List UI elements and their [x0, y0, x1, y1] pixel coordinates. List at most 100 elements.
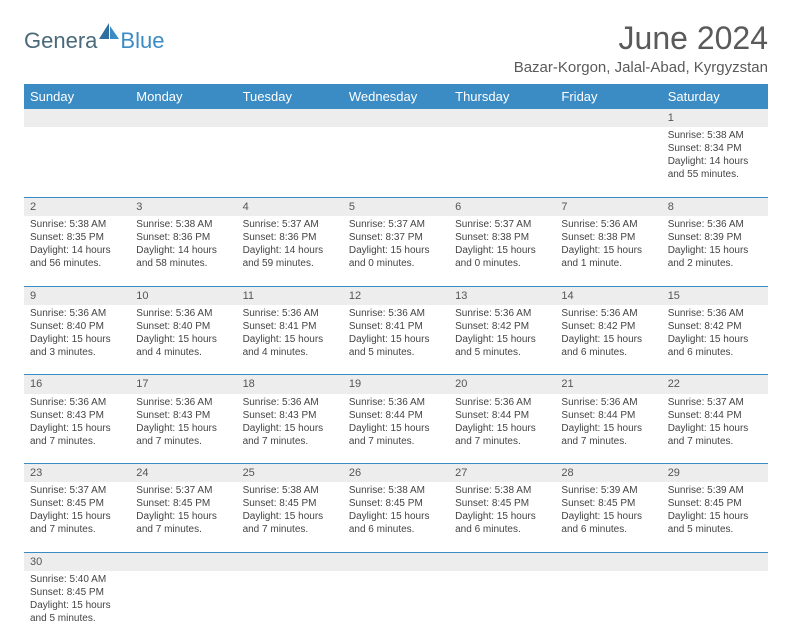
day-number-row: 2345678: [24, 197, 768, 216]
day-content-row: Sunrise: 5:36 AMSunset: 8:40 PMDaylight:…: [24, 305, 768, 375]
day-number-cell: [343, 109, 449, 127]
sunset-line: Sunset: 8:36 PM: [243, 231, 337, 244]
day-number-cell: 23: [24, 464, 130, 483]
day-content-row: Sunrise: 5:38 AMSunset: 8:34 PMDaylight:…: [24, 127, 768, 197]
sunset-line: Sunset: 8:45 PM: [668, 497, 762, 510]
sunrise-line: Sunrise: 5:36 AM: [30, 307, 124, 320]
sunset-line: Sunset: 8:45 PM: [243, 497, 337, 510]
logo: Genera Blue: [24, 28, 164, 54]
day-number-cell: 5: [343, 197, 449, 216]
day-cell: Sunrise: 5:37 AMSunset: 8:36 PMDaylight:…: [237, 216, 343, 286]
sunset-line: Sunset: 8:35 PM: [30, 231, 124, 244]
sunset-line: Sunset: 8:42 PM: [561, 320, 655, 333]
day-cell: Sunrise: 5:37 AMSunset: 8:45 PMDaylight:…: [130, 482, 236, 552]
day-cell: Sunrise: 5:38 AMSunset: 8:45 PMDaylight:…: [449, 482, 555, 552]
day-number-row: 16171819202122: [24, 375, 768, 394]
day-cell: [555, 127, 661, 197]
day-number-cell: 13: [449, 286, 555, 305]
day-number-cell: [237, 552, 343, 571]
day-number-cell: 21: [555, 375, 661, 394]
day-cell: Sunrise: 5:38 AMSunset: 8:45 PMDaylight:…: [343, 482, 449, 552]
weekday-header: Monday: [130, 84, 236, 109]
day-number-cell: 25: [237, 464, 343, 483]
calendar-table: SundayMondayTuesdayWednesdayThursdayFrid…: [24, 84, 768, 641]
day-cell: Sunrise: 5:37 AMSunset: 8:38 PMDaylight:…: [449, 216, 555, 286]
day-number-cell: 6: [449, 197, 555, 216]
daylight-line: Daylight: 14 hours and 59 minutes.: [243, 244, 337, 270]
day-number-cell: 26: [343, 464, 449, 483]
weekday-header-row: SundayMondayTuesdayWednesdayThursdayFrid…: [24, 84, 768, 109]
sunset-line: Sunset: 8:42 PM: [455, 320, 549, 333]
day-number-cell: 22: [662, 375, 768, 394]
day-cell: Sunrise: 5:36 AMSunset: 8:41 PMDaylight:…: [343, 305, 449, 375]
day-cell: Sunrise: 5:36 AMSunset: 8:43 PMDaylight:…: [24, 394, 130, 464]
daylight-line: Daylight: 15 hours and 6 minutes.: [561, 510, 655, 536]
calendar-body: 1Sunrise: 5:38 AMSunset: 8:34 PMDaylight…: [24, 109, 768, 641]
sunrise-line: Sunrise: 5:36 AM: [561, 218, 655, 231]
header: Genera Blue June 2024 Bazar-Korgon, Jala…: [24, 20, 768, 82]
sunset-line: Sunset: 8:41 PM: [349, 320, 443, 333]
day-cell: Sunrise: 5:37 AMSunset: 8:37 PMDaylight:…: [343, 216, 449, 286]
sunrise-line: Sunrise: 5:36 AM: [349, 307, 443, 320]
sunrise-line: Sunrise: 5:38 AM: [455, 484, 549, 497]
day-cell: Sunrise: 5:36 AMSunset: 8:40 PMDaylight:…: [24, 305, 130, 375]
sunrise-line: Sunrise: 5:36 AM: [561, 307, 655, 320]
day-number-cell: 24: [130, 464, 236, 483]
day-cell: Sunrise: 5:40 AMSunset: 8:45 PMDaylight:…: [24, 571, 130, 641]
sunrise-line: Sunrise: 5:36 AM: [136, 396, 230, 409]
day-number-cell: 11: [237, 286, 343, 305]
sunrise-line: Sunrise: 5:37 AM: [455, 218, 549, 231]
day-number-row: 1: [24, 109, 768, 127]
day-number-cell: 20: [449, 375, 555, 394]
day-number-cell: [130, 109, 236, 127]
day-number-cell: 2: [24, 197, 130, 216]
daylight-line: Daylight: 15 hours and 7 minutes.: [243, 422, 337, 448]
sunrise-line: Sunrise: 5:36 AM: [136, 307, 230, 320]
daylight-line: Daylight: 15 hours and 5 minutes.: [455, 333, 549, 359]
sunset-line: Sunset: 8:43 PM: [30, 409, 124, 422]
daylight-line: Daylight: 15 hours and 0 minutes.: [455, 244, 549, 270]
sunset-line: Sunset: 8:39 PM: [668, 231, 762, 244]
weekday-header: Saturday: [662, 84, 768, 109]
day-cell: Sunrise: 5:36 AMSunset: 8:39 PMDaylight:…: [662, 216, 768, 286]
logo-text-2: Blue: [120, 28, 164, 54]
day-cell: Sunrise: 5:37 AMSunset: 8:44 PMDaylight:…: [662, 394, 768, 464]
sunrise-line: Sunrise: 5:38 AM: [136, 218, 230, 231]
day-number-cell: 4: [237, 197, 343, 216]
daylight-line: Daylight: 15 hours and 5 minutes.: [30, 599, 124, 625]
daylight-line: Daylight: 15 hours and 6 minutes.: [349, 510, 443, 536]
sunrise-line: Sunrise: 5:36 AM: [349, 396, 443, 409]
day-number-cell: [24, 109, 130, 127]
sunrise-line: Sunrise: 5:36 AM: [561, 396, 655, 409]
sunset-line: Sunset: 8:45 PM: [455, 497, 549, 510]
sunset-line: Sunset: 8:41 PM: [243, 320, 337, 333]
sunrise-line: Sunrise: 5:36 AM: [30, 396, 124, 409]
sunset-line: Sunset: 8:40 PM: [30, 320, 124, 333]
daylight-line: Daylight: 15 hours and 7 minutes.: [243, 510, 337, 536]
day-number-row: 23242526272829: [24, 464, 768, 483]
sunset-line: Sunset: 8:34 PM: [668, 142, 762, 155]
sunset-line: Sunset: 8:45 PM: [561, 497, 655, 510]
sunrise-line: Sunrise: 5:37 AM: [349, 218, 443, 231]
day-cell: Sunrise: 5:36 AMSunset: 8:42 PMDaylight:…: [662, 305, 768, 375]
daylight-line: Daylight: 15 hours and 3 minutes.: [30, 333, 124, 359]
daylight-line: Daylight: 15 hours and 7 minutes.: [30, 422, 124, 448]
day-number-cell: [449, 109, 555, 127]
day-cell: [237, 571, 343, 641]
day-cell: Sunrise: 5:37 AMSunset: 8:45 PMDaylight:…: [24, 482, 130, 552]
day-cell: Sunrise: 5:38 AMSunset: 8:34 PMDaylight:…: [662, 127, 768, 197]
sunrise-line: Sunrise: 5:37 AM: [243, 218, 337, 231]
day-number-row: 30: [24, 552, 768, 571]
day-cell: [449, 127, 555, 197]
day-number-cell: [130, 552, 236, 571]
daylight-line: Daylight: 15 hours and 2 minutes.: [668, 244, 762, 270]
daylight-line: Daylight: 15 hours and 7 minutes.: [455, 422, 549, 448]
sunset-line: Sunset: 8:43 PM: [136, 409, 230, 422]
sunset-line: Sunset: 8:44 PM: [668, 409, 762, 422]
logo-sail-icon: [99, 19, 119, 45]
weekday-header: Thursday: [449, 84, 555, 109]
daylight-line: Daylight: 15 hours and 7 minutes.: [136, 510, 230, 536]
weekday-header: Wednesday: [343, 84, 449, 109]
day-number-cell: 18: [237, 375, 343, 394]
day-number-cell: 12: [343, 286, 449, 305]
